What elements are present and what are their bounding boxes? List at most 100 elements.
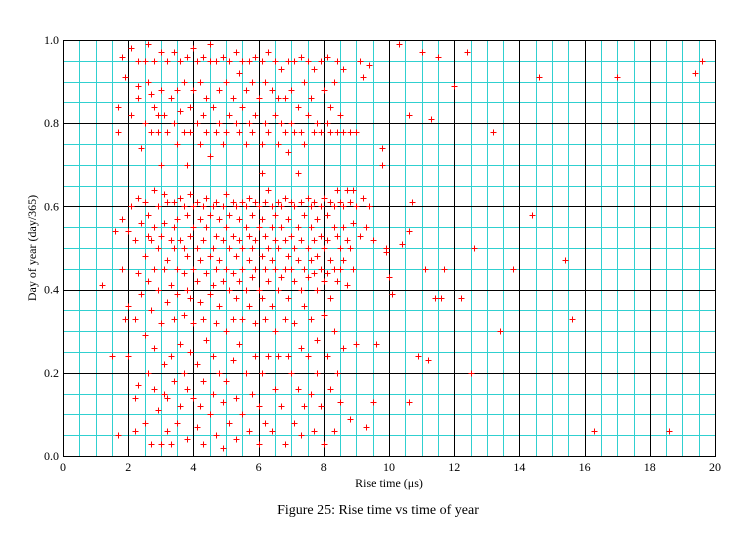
data-point <box>145 278 152 285</box>
data-point <box>327 104 334 111</box>
data-point <box>184 253 191 260</box>
data-point <box>275 141 282 148</box>
data-point <box>194 278 201 285</box>
data-point <box>298 54 305 61</box>
x-tick-label: 8 <box>321 460 327 474</box>
data-point <box>233 436 240 443</box>
data-point <box>249 79 256 86</box>
data-point <box>396 41 403 48</box>
data-point <box>220 399 227 406</box>
data-point <box>122 74 129 81</box>
data-point <box>275 199 282 206</box>
data-point <box>230 270 237 277</box>
data-point <box>291 58 298 65</box>
data-point <box>119 216 126 223</box>
data-point <box>226 112 233 119</box>
data-point <box>246 195 253 202</box>
data-point <box>259 170 266 177</box>
tick-labels: 0 2 4 6 8 10 12 14 16 18 20 0.0 0.2 0.4 0.6 0.8 1.0 <box>44 33 721 474</box>
data-point <box>269 224 276 231</box>
data-point <box>321 195 328 202</box>
data-point <box>125 228 132 235</box>
scatter-chart: 0 2 4 6 8 10 12 14 16 18 20 0.0 0.2 0.4 0.6 0.8 1.0 Rise… <box>25 33 721 490</box>
data-point <box>171 199 178 206</box>
data-point <box>187 295 194 302</box>
data-point <box>318 203 325 210</box>
data-point <box>207 253 214 260</box>
data-point <box>497 328 504 335</box>
data-point <box>347 129 354 136</box>
data-point <box>243 141 250 148</box>
x-axis-title: Rise time (μs) <box>355 476 423 490</box>
data-point <box>340 257 347 264</box>
data-point <box>666 428 673 435</box>
data-point <box>177 108 184 115</box>
data-point <box>158 441 165 448</box>
y-tick-label: 0.4 <box>44 283 59 297</box>
data-point <box>158 320 165 327</box>
data-point <box>438 295 445 302</box>
data-point <box>265 353 272 360</box>
data-point <box>256 224 263 231</box>
data-point <box>151 58 158 65</box>
x-tick-label: 2 <box>125 460 131 474</box>
data-point <box>350 187 357 194</box>
data-point <box>282 195 289 202</box>
data-point <box>207 58 214 65</box>
data-point <box>327 295 334 302</box>
data-point <box>272 386 279 393</box>
data-point <box>207 212 214 219</box>
data-point <box>220 445 227 452</box>
data-point <box>246 58 253 65</box>
data-point <box>699 58 706 65</box>
data-point <box>262 79 269 86</box>
data-point <box>428 116 435 123</box>
data-point <box>213 58 220 65</box>
data-point <box>158 162 165 169</box>
data-point <box>334 370 341 377</box>
data-point <box>210 353 217 360</box>
data-point <box>151 224 158 231</box>
y-tick-label: 0.0 <box>44 449 59 463</box>
data-point <box>200 316 207 323</box>
plot-frame <box>63 40 716 457</box>
data-point <box>145 233 152 240</box>
data-point <box>132 395 139 402</box>
data-point <box>187 349 194 356</box>
data-point <box>275 245 282 252</box>
data-point <box>327 199 334 206</box>
data-point <box>158 49 165 56</box>
data-point <box>334 187 341 194</box>
y-tick-label: 0.2 <box>44 366 59 380</box>
data-point <box>282 237 289 244</box>
data-point <box>236 70 243 77</box>
data-point <box>331 224 338 231</box>
data-point <box>357 233 364 240</box>
data-point <box>252 320 259 327</box>
data-point <box>318 129 325 136</box>
data-point <box>425 357 432 364</box>
data-point <box>148 307 155 314</box>
data-point <box>138 145 145 152</box>
data-point <box>288 233 295 240</box>
data-point <box>259 253 266 260</box>
data-point <box>285 253 292 260</box>
data-point <box>203 195 210 202</box>
data-point <box>197 216 204 223</box>
data-point <box>142 58 149 65</box>
data-point <box>239 58 246 65</box>
data-point <box>226 287 233 294</box>
data-point <box>265 187 272 194</box>
data-point <box>223 224 230 231</box>
data-point <box>379 145 386 152</box>
data-point <box>223 378 230 385</box>
data-point <box>135 270 142 277</box>
data-point <box>168 237 175 244</box>
data-point <box>181 203 188 210</box>
data-point <box>275 287 282 294</box>
data-point <box>184 54 191 61</box>
data-point <box>308 391 315 398</box>
data-point <box>177 58 184 65</box>
data-point <box>269 203 276 210</box>
